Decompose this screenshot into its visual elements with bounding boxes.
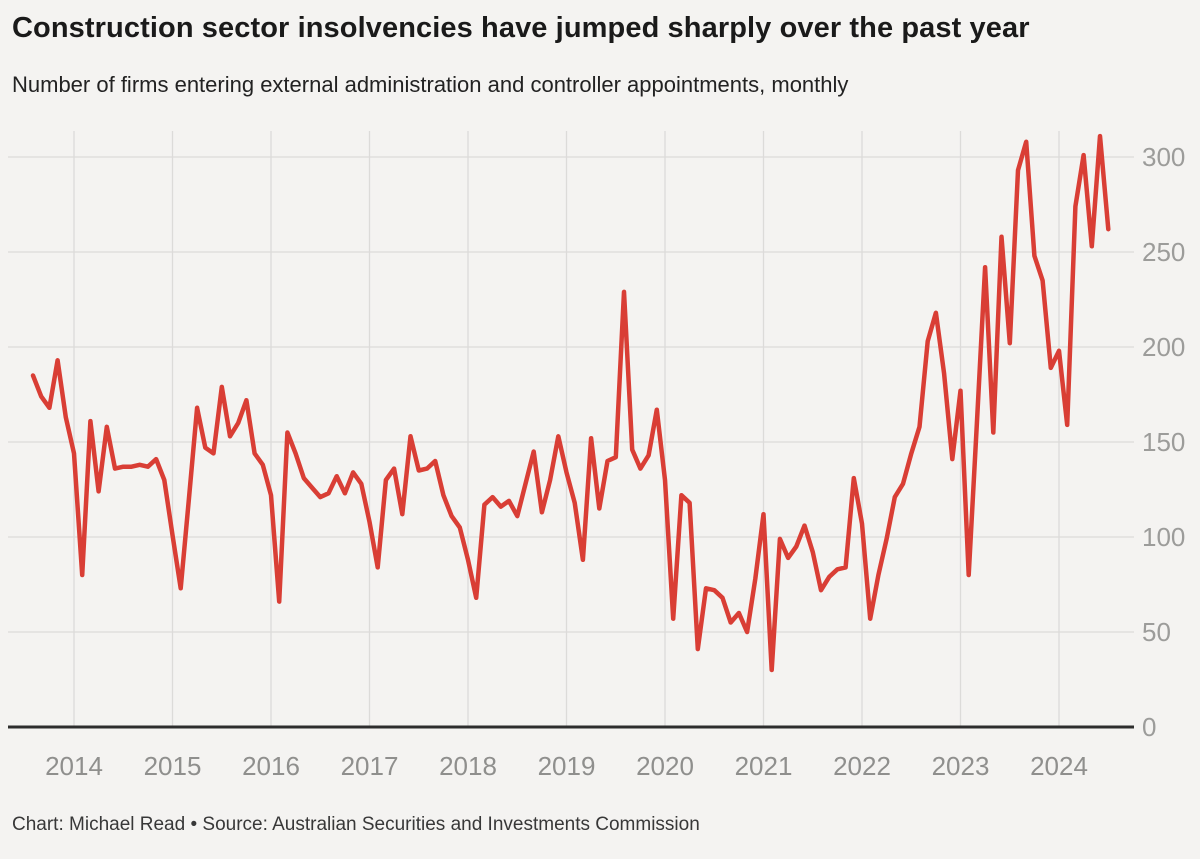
chart-title: Construction sector insolvencies have ju… [12, 12, 1030, 44]
x-axis-tick-label: 2021 [735, 751, 793, 781]
y-axis-tick-label: 300 [1142, 142, 1185, 172]
x-axis-tick-label: 2020 [636, 751, 694, 781]
x-axis-tick-label: 2022 [833, 751, 891, 781]
y-axis-tick-label: 100 [1142, 522, 1185, 552]
insolvencies-series-line [30, 133, 1111, 673]
x-axis-tick-label: 2015 [144, 751, 202, 781]
y-axis-tick-label: 0 [1142, 712, 1156, 742]
x-axis-tick-label: 2024 [1030, 751, 1088, 781]
chart-credit: Chart: Michael Read • Source: Australian… [12, 814, 700, 835]
y-axis-tick-label: 50 [1142, 617, 1171, 647]
y-axis-tick-label: 150 [1142, 427, 1185, 457]
x-axis-tick-label: 2018 [439, 751, 497, 781]
x-axis-tick-label: 2017 [341, 751, 399, 781]
y-axis-tick-label: 200 [1142, 332, 1185, 362]
x-axis-tick-label: 2014 [45, 751, 103, 781]
x-axis-tick-label: 2016 [242, 751, 300, 781]
x-axis-tick-label: 2019 [538, 751, 596, 781]
chart-subtitle: Number of firms entering external admini… [12, 72, 849, 97]
y-axis-tick-label: 250 [1142, 237, 1185, 267]
x-axis-tick-label: 2023 [932, 751, 990, 781]
